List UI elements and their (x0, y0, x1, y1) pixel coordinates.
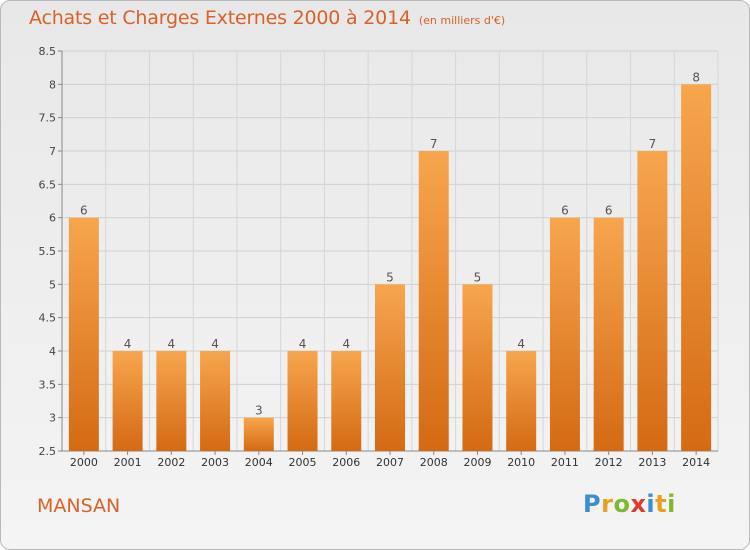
y-tick-label: 5.5 (39, 245, 57, 258)
y-tick-label: 3 (49, 412, 56, 425)
bar (112, 351, 143, 451)
bar (243, 417, 274, 451)
y-tick-label: 4.5 (39, 312, 57, 325)
x-tick-label: 2004 (245, 456, 273, 469)
data-label: 5 (474, 270, 482, 284)
data-label: 5 (386, 270, 394, 284)
data-label: 4 (124, 337, 132, 351)
bar (156, 351, 187, 451)
bar (200, 351, 231, 451)
data-label: 4 (342, 337, 350, 351)
data-label: 4 (299, 337, 307, 351)
y-tick-label: 8.5 (39, 45, 57, 58)
chart-title-row: Achats et Charges Externes 2000 à 2014 (e… (29, 7, 505, 29)
logo-letter: o (613, 490, 631, 518)
y-tick-label: 7 (49, 145, 56, 158)
chart-subtitle: (en milliers d'€) (418, 14, 506, 27)
bar (506, 351, 537, 451)
x-tick-label: 2001 (114, 456, 142, 469)
y-tick-label: 2.5 (39, 445, 57, 458)
x-tick-label: 2003 (201, 456, 229, 469)
logo-letter: i (667, 490, 676, 518)
chart-title: Achats et Charges Externes 2000 à 2014 (29, 7, 411, 29)
data-label: 3 (255, 404, 263, 418)
data-label: 6 (561, 204, 569, 218)
x-tick-label: 2008 (420, 456, 448, 469)
bar-chart: 2.5 3 3.5 4 4.5 5 5.5 6 6.5 7 7.5 8 8.5 6 2000 4 2001 4 20… (39, 45, 719, 469)
logo-letter: P (583, 490, 602, 518)
x-tick-label: 2005 (289, 456, 317, 469)
y-tick-label: 8 (49, 78, 56, 91)
data-label: 7 (430, 137, 438, 151)
y-tick-label: 5 (49, 278, 56, 291)
data-label: 8 (692, 70, 700, 84)
proxiti-logo: Proxiti (583, 490, 676, 518)
x-tick-label: 2014 (682, 456, 710, 469)
bar (68, 217, 99, 451)
x-tick-label: 2010 (507, 456, 535, 469)
x-tick-label: 2002 (157, 456, 185, 469)
y-tick-label: 3.5 (39, 378, 57, 391)
bar (549, 217, 580, 451)
bar (375, 284, 405, 451)
x-tick-label: 2011 (551, 456, 579, 469)
data-label: 6 (80, 204, 88, 218)
logo-letter: i (646, 490, 656, 518)
logo-letter: x (630, 490, 647, 518)
commune-name: MANSAN (37, 495, 121, 517)
logo-letter: t (655, 490, 668, 518)
bar (418, 151, 449, 451)
bar (593, 217, 624, 451)
bar (462, 284, 493, 451)
bar (287, 351, 318, 451)
data-label: 4 (168, 337, 176, 351)
data-label: 7 (649, 137, 657, 151)
data-label: 4 (211, 337, 219, 351)
y-tick-label: 4 (49, 345, 56, 358)
data-label: 4 (517, 337, 525, 351)
x-tick-label: 2013 (638, 456, 666, 469)
y-tick-label: 6.5 (39, 178, 57, 191)
x-tick-label: 2007 (376, 456, 404, 469)
logo-letter: r (601, 490, 614, 518)
bar (331, 351, 362, 451)
bar (637, 151, 668, 451)
x-tick-label: 2009 (463, 456, 491, 469)
y-tick-label: 7.5 (39, 112, 57, 125)
y-tick-label: 6 (49, 212, 56, 225)
data-label: 6 (605, 204, 613, 218)
x-tick-label: 2000 (70, 456, 98, 469)
bar (681, 84, 712, 451)
x-tick-label: 2006 (332, 456, 360, 469)
x-tick-label: 2012 (595, 456, 623, 469)
